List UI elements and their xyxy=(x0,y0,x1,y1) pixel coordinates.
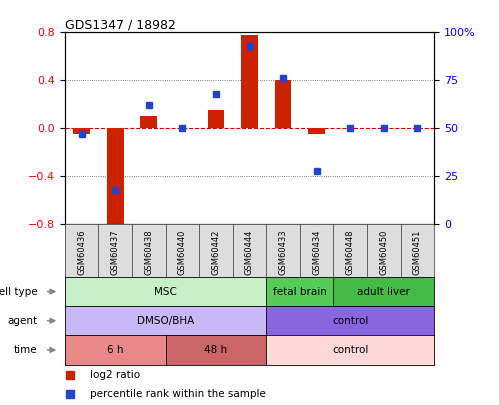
Text: GSM60438: GSM60438 xyxy=(144,230,153,275)
Text: GSM60436: GSM60436 xyxy=(77,230,86,275)
Text: 6 h: 6 h xyxy=(107,345,123,355)
Text: GSM60448: GSM60448 xyxy=(346,230,355,275)
Bar xyxy=(107,128,124,227)
Bar xyxy=(208,111,225,128)
Text: 48 h: 48 h xyxy=(205,345,228,355)
Bar xyxy=(308,128,325,134)
Text: GSM60440: GSM60440 xyxy=(178,230,187,275)
Text: log2 ratio: log2 ratio xyxy=(90,371,140,380)
Text: GSM60434: GSM60434 xyxy=(312,230,321,275)
Text: GSM60437: GSM60437 xyxy=(111,230,120,275)
Text: cell type: cell type xyxy=(0,287,37,296)
Text: GDS1347 / 18982: GDS1347 / 18982 xyxy=(65,18,176,31)
Bar xyxy=(274,81,291,128)
Text: adult liver: adult liver xyxy=(357,287,410,296)
Text: GSM60433: GSM60433 xyxy=(278,230,287,275)
Bar xyxy=(241,35,258,128)
Text: GSM60442: GSM60442 xyxy=(212,230,221,275)
Text: time: time xyxy=(14,345,37,355)
Text: control: control xyxy=(332,316,368,326)
Text: GSM60450: GSM60450 xyxy=(379,230,388,275)
Text: DMSO/BHA: DMSO/BHA xyxy=(137,316,194,326)
Text: MSC: MSC xyxy=(154,287,177,296)
Bar xyxy=(140,116,157,128)
Bar xyxy=(73,128,90,134)
Text: GSM60451: GSM60451 xyxy=(413,230,422,275)
Text: agent: agent xyxy=(7,316,37,326)
Text: percentile rank within the sample: percentile rank within the sample xyxy=(90,389,265,399)
Text: fetal brain: fetal brain xyxy=(273,287,327,296)
Text: control: control xyxy=(332,345,368,355)
Text: GSM60444: GSM60444 xyxy=(245,230,254,275)
